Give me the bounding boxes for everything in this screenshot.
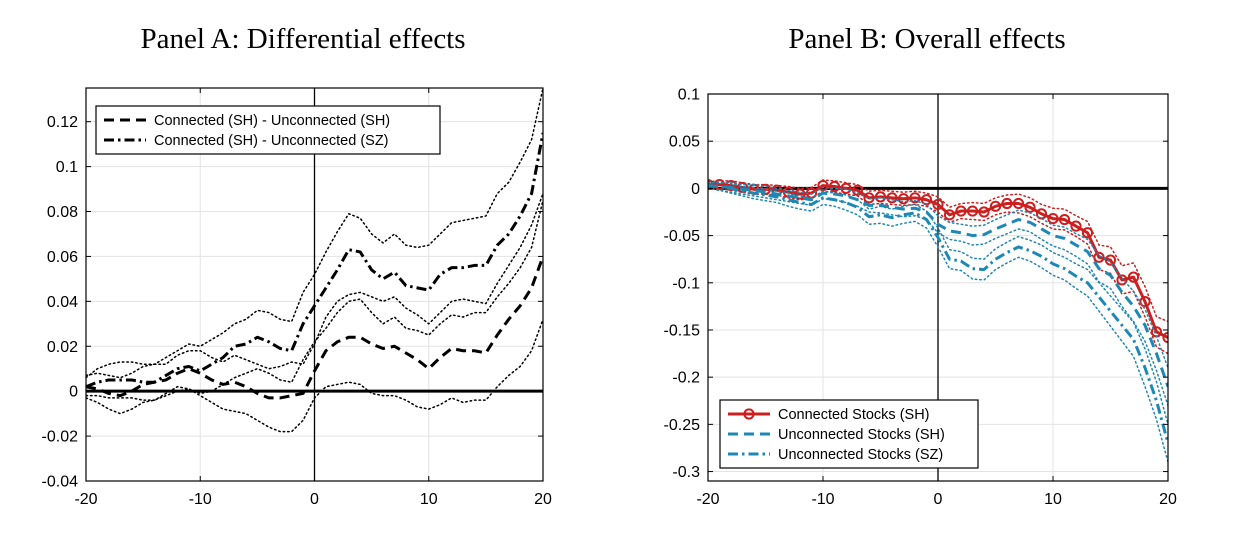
y-tick-label: 0.12: [47, 114, 78, 131]
series-1-point: [863, 192, 875, 204]
series-1-point: [1070, 220, 1082, 232]
x-tick-label: 20: [534, 491, 552, 508]
series-1-point: [817, 179, 829, 192]
series-1-point: [1047, 212, 1059, 225]
x-tick-label: -20: [696, 491, 719, 508]
legend-label-2: Connected (SH) - Unconnected (SZ): [154, 133, 389, 149]
series-1-point: [955, 205, 967, 217]
series-layer: [86, 88, 543, 433]
series-1-point: [1024, 201, 1036, 213]
y-tick-label: 0: [691, 181, 700, 198]
series-1-ci-lower-band: [86, 318, 543, 433]
series-2-ci-lower-band: [708, 187, 1168, 407]
series-1-point: [759, 183, 772, 195]
series-1-ci-lower-band: [708, 186, 1168, 355]
y-tick-label: -0.02: [42, 429, 79, 446]
legend-label-1: Connected (SH) - Unconnected (SH): [154, 113, 390, 129]
series-1-point: [897, 193, 910, 205]
x-tick-label: -10: [811, 491, 834, 508]
x-tick-label: -20: [74, 491, 97, 508]
y-tick-label: -0.3: [672, 464, 700, 481]
series-1-point: [943, 209, 956, 221]
series-1-point: [989, 200, 1002, 212]
panel-a-differential-effects: Panel A: Differential effects -20 -10 0 10 2…: [42, 23, 552, 508]
y-tick-label: 0.02: [47, 339, 78, 356]
y-tick-label: 0.1: [56, 159, 78, 176]
series-1-ci-upper-band: [86, 192, 543, 379]
series-1-point: [851, 184, 864, 196]
y-tick-label: -0.1: [672, 275, 700, 292]
series-1-point: [1012, 197, 1025, 210]
series-3-line: [708, 184, 1168, 444]
y-tick-label: -0.04: [42, 474, 79, 491]
series-1: [86, 192, 543, 433]
y-tick-label: 0.06: [47, 249, 78, 266]
panel-b-plot-area: [708, 179, 1168, 463]
panel-a-title: Panel A: Differential effects: [140, 23, 465, 55]
series-1-point: [920, 194, 933, 206]
series-1-point: [874, 191, 887, 203]
series-2: [708, 181, 1168, 407]
x-tick-label: 0: [310, 491, 319, 508]
series-1-point: [1093, 251, 1105, 263]
series-2-line: [708, 184, 1168, 388]
series-1-point: [1116, 274, 1128, 286]
series-1-point: [828, 180, 841, 193]
legend-label-3: Unconnected Stocks (SZ): [778, 447, 943, 463]
series-1-point: [1139, 296, 1151, 308]
panel-a-axes: -20 -10 0 10 20 -0.04 -0.02 0 0.02 0.04 0.06 0.08 0.…: [42, 87, 552, 508]
x-tick-label: 20: [1159, 491, 1177, 508]
x-tick-label: -10: [189, 491, 212, 508]
series-1-point: [932, 198, 944, 211]
series-1-point: [1001, 197, 1013, 210]
series-2-line: [86, 132, 543, 389]
series-1-point: [909, 192, 921, 204]
series-2-ci-lower-band: [86, 199, 543, 401]
legend-marker-1: [743, 408, 755, 420]
y-tick-label: -0.05: [664, 228, 701, 245]
series-3-ci-upper-band: [708, 181, 1168, 426]
y-tick-label: -0.2: [672, 370, 700, 387]
series-2: [86, 88, 543, 401]
panel-b-axes: -20 -10 0 10 20 0.1 0.05 0 -0.05 -0.1 -0.15 -0.2 -0.…: [664, 87, 1177, 509]
y-tick-label: 0.04: [47, 294, 78, 311]
x-tick-label: 0: [934, 491, 943, 508]
panel-b-title: Panel B: Overall effects: [788, 23, 1065, 55]
panel-b-overall-effects: Panel B: Overall effects -20 -10 0 10 20 0.1 0…: [664, 23, 1177, 508]
series-1-point: [1127, 271, 1140, 283]
series-2-ci-upper-band: [708, 181, 1168, 369]
panel-a-legend: Connected (SH) - Unconnected (SH) Connect…: [95, 105, 441, 155]
series-1-line: [86, 255, 543, 400]
series-layer: [708, 179, 1168, 463]
series-1-point: [1104, 254, 1117, 266]
series-1-point: [713, 179, 726, 191]
series-3: [708, 181, 1168, 463]
series-1-point: [966, 205, 979, 217]
legend-label-2: Unconnected Stocks (SH): [778, 427, 945, 443]
series-1-point: [794, 188, 806, 200]
series-1-point: [1162, 331, 1168, 344]
series-1-point: [978, 206, 990, 218]
y-tick-label: 0.08: [47, 204, 78, 221]
series-2-ci-upper-band: [86, 88, 543, 379]
panel-a-plot-area: [86, 88, 543, 433]
series-3-ci-lower-band: [708, 187, 1168, 463]
y-tick-label: 0: [69, 384, 78, 401]
x-tick-label: 10: [1044, 491, 1062, 508]
y-tick-label: 0.05: [669, 134, 700, 151]
x-tick-label: 10: [420, 491, 438, 508]
panel-b-legend: Connected Stocks (SH) Unconnected Stocks …: [719, 399, 979, 469]
y-tick-label: -0.25: [664, 417, 701, 434]
y-tick-label: 0.1: [678, 87, 700, 104]
series-1-point: [1058, 213, 1071, 226]
legend-box: [95, 105, 441, 155]
series-1-point: [1081, 227, 1094, 239]
series-1-point: [886, 192, 898, 204]
legend-label-1: Connected Stocks (SH): [778, 407, 930, 423]
y-tick-label: -0.15: [664, 322, 701, 339]
